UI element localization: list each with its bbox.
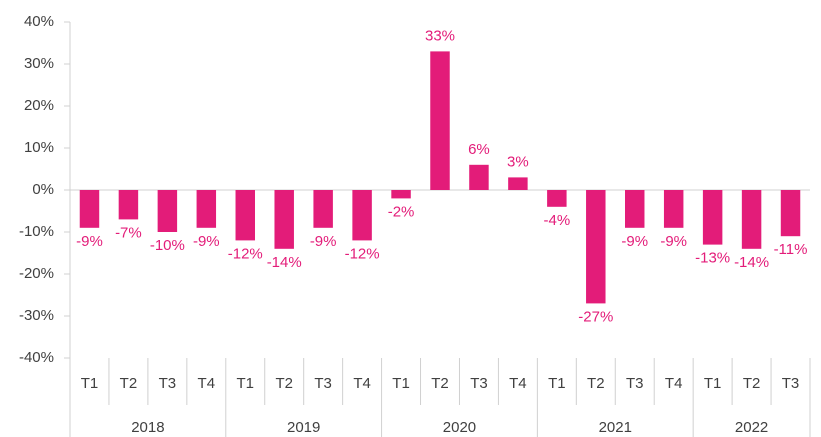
x-tick-label: T3 (626, 375, 644, 392)
value-label: -11% (774, 241, 808, 258)
x-tick-label: T4 (509, 375, 527, 392)
y-tick-label: -40% (19, 349, 54, 366)
bar (625, 190, 645, 228)
x-tick-label: T3 (470, 375, 488, 392)
value-label: 6% (468, 141, 490, 158)
bar (469, 164, 489, 190)
value-label: -14% (734, 254, 769, 271)
value-label: -9% (621, 233, 648, 250)
bar (391, 190, 411, 199)
group-label: 2018 (131, 419, 164, 436)
bar (196, 190, 217, 228)
value-label: -9% (76, 233, 103, 250)
group-label: 2022 (735, 419, 768, 436)
value-label: -27% (578, 308, 613, 325)
x-tick-label: T2 (743, 375, 761, 392)
bar (702, 190, 723, 245)
y-tick-label: -30% (19, 307, 54, 324)
bar (430, 51, 450, 191)
x-tick-label: T2 (275, 375, 293, 392)
x-tick-label: T3 (782, 375, 800, 392)
value-label: -9% (193, 233, 220, 250)
y-tick-label: 30% (24, 55, 54, 72)
value-label: -10% (150, 237, 185, 254)
bar (235, 190, 255, 241)
value-label: -9% (310, 233, 337, 250)
y-tick-label: 0% (32, 181, 54, 198)
bar (157, 190, 178, 232)
bar (780, 190, 801, 237)
group-label: 2020 (443, 419, 476, 436)
x-tick-label: T4 (353, 375, 371, 392)
x-tick-label: T1 (392, 375, 410, 392)
value-label: -9% (660, 233, 687, 250)
bar (663, 190, 684, 228)
bar (741, 190, 762, 249)
value-label: -12% (228, 245, 263, 262)
x-tick-label: T1 (548, 375, 566, 392)
x-tick-label: T2 (587, 375, 605, 392)
x-tick-label: T3 (159, 375, 177, 392)
x-tick-label: T1 (704, 375, 722, 392)
bar (352, 190, 372, 241)
x-tick-label: T3 (314, 375, 332, 392)
group-label: 2021 (599, 419, 632, 436)
x-tick-label: T1 (81, 375, 99, 392)
y-tick-label: 40% (24, 13, 54, 30)
value-label: -12% (345, 245, 380, 262)
x-tick-label: T4 (198, 375, 216, 392)
bar (508, 177, 528, 190)
y-tick-label: 20% (24, 97, 54, 114)
y-tick-label: -20% (19, 265, 54, 282)
value-label: -7% (115, 224, 142, 241)
value-label: -14% (267, 254, 302, 271)
x-tick-label: T2 (120, 375, 138, 392)
bar (586, 190, 606, 304)
bar (313, 190, 333, 228)
x-tick-label: T1 (237, 375, 255, 392)
value-label: -4% (543, 212, 570, 229)
bar (274, 190, 294, 249)
value-label: -2% (388, 203, 415, 220)
x-tick-label: T2 (431, 375, 449, 392)
value-label: 33% (425, 27, 455, 44)
y-tick-label: 10% (24, 139, 54, 156)
bar (79, 190, 100, 228)
group-label: 2019 (287, 419, 320, 436)
bar (547, 190, 567, 207)
value-label: -13% (695, 250, 730, 267)
value-label: 3% (507, 153, 529, 170)
x-tick-label: T4 (665, 375, 683, 392)
bar (118, 190, 139, 220)
y-tick-label: -10% (19, 223, 54, 240)
